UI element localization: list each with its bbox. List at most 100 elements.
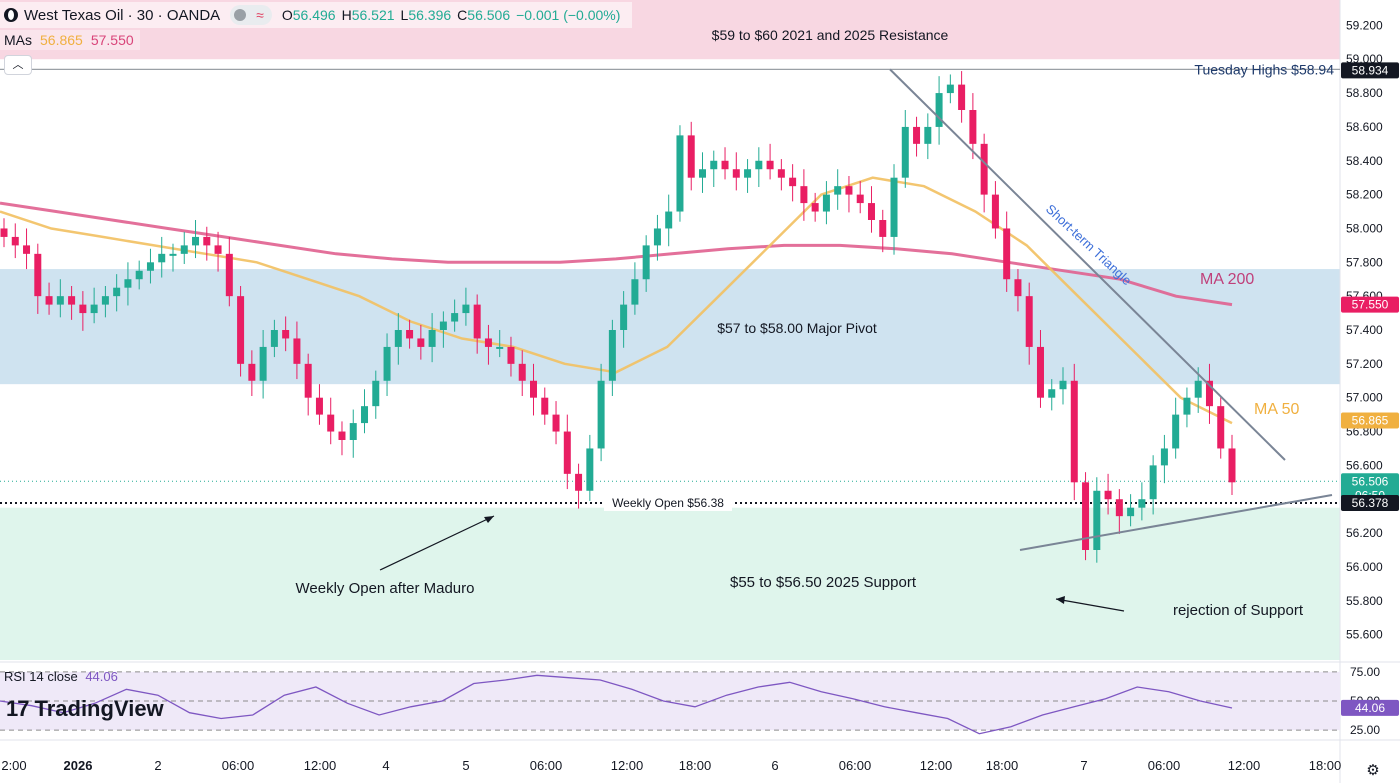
candle-body <box>327 414 335 432</box>
candle <box>417 324 425 360</box>
oanda-logo-icon <box>4 8 18 22</box>
time-tick-label: 4 <box>382 758 389 773</box>
collapse-button[interactable]: ︿ <box>4 55 32 75</box>
candle <box>23 228 31 270</box>
price-tick-label: 55.800 <box>1346 594 1383 608</box>
time-tick-label: 7 <box>1080 758 1087 773</box>
candle-body <box>890 177 898 237</box>
candle <box>552 401 560 445</box>
time-tick-label: 18:00 <box>986 758 1019 773</box>
time-tick-label: 18:00 <box>679 758 712 773</box>
price-tag-bg-2 <box>1341 412 1399 429</box>
candle-body <box>135 270 143 280</box>
candle <box>383 333 391 396</box>
price-tag-bg-0 <box>1341 62 1399 79</box>
symbol-title[interactable]: West Texas Oil · 30 · OANDA <box>24 6 221 24</box>
candle-body <box>1138 499 1146 508</box>
candle <box>315 384 323 425</box>
candle-body <box>1205 380 1213 407</box>
low-label: L <box>400 7 409 23</box>
candle <box>1127 494 1135 527</box>
candle-body <box>293 338 301 364</box>
candle <box>1003 211 1011 292</box>
candle <box>1160 434 1168 484</box>
candle-body <box>1048 389 1056 398</box>
gear-icon[interactable]: ⚙ <box>1366 762 1380 779</box>
rsi-value: 44.06 <box>85 669 118 684</box>
candle <box>789 164 797 202</box>
candle <box>946 74 954 104</box>
candle-body <box>315 397 323 415</box>
candle-body <box>146 262 154 271</box>
candle-body <box>563 431 571 474</box>
time-tick-label: 12:00 <box>304 758 337 773</box>
price-tick-label: 58.800 <box>1346 86 1383 100</box>
candle <box>890 164 898 255</box>
candle <box>0 218 8 248</box>
candle-body <box>270 330 278 347</box>
candle-body <box>597 380 605 449</box>
candle-body <box>642 245 650 280</box>
time-tick-label: 12:00 <box>611 758 644 773</box>
mas-legend[interactable]: MAs 56.865 57.550 <box>0 30 140 50</box>
candle <box>1036 330 1044 408</box>
price-tag-bg-4 <box>1341 494 1399 511</box>
candle <box>192 220 200 259</box>
candle <box>721 147 729 180</box>
ma50-value: 56.865 <box>40 32 83 48</box>
mas-label: MAs <box>4 32 32 48</box>
open-label: O <box>281 7 293 23</box>
candle-body <box>766 160 774 170</box>
candle-body <box>45 296 53 305</box>
candle-body <box>518 363 526 381</box>
time-tick-label: 2026 <box>64 758 93 773</box>
candle <box>270 319 278 358</box>
high-label: H <box>341 7 352 23</box>
candle <box>1183 387 1191 428</box>
candle-body <box>394 330 402 347</box>
candle <box>101 286 109 318</box>
candle <box>1082 472 1090 561</box>
candle <box>282 316 290 352</box>
candle <box>293 321 301 380</box>
candle <box>653 214 661 261</box>
candle <box>327 397 335 445</box>
candle-body <box>11 236 19 246</box>
candle <box>304 353 312 416</box>
candlesticks <box>0 71 1236 563</box>
high-value: 56.521 <box>351 7 395 23</box>
candle <box>980 133 988 213</box>
candle <box>451 299 459 332</box>
candle <box>777 159 785 191</box>
candle-body <box>361 406 369 424</box>
candle-body <box>1194 380 1202 398</box>
candle-body <box>124 279 132 288</box>
zone-2 <box>0 507 1340 660</box>
candle-body <box>428 330 436 347</box>
candle <box>1048 379 1056 411</box>
time-tick-label: 12:00 <box>920 758 953 773</box>
candle-body <box>113 287 121 297</box>
candle <box>620 291 628 348</box>
time-tick-label: 06:00 <box>530 758 563 773</box>
time-tick-label: 06:00 <box>839 758 872 773</box>
candle-body <box>1104 490 1112 500</box>
candle <box>79 291 87 331</box>
rsi-legend[interactable]: RSI 14 close 44.06 <box>4 669 118 684</box>
candle-body <box>1160 448 1168 466</box>
price-tag-4: 56.378 <box>1352 496 1389 510</box>
candle <box>935 76 943 145</box>
ma200-label: MA 200 <box>1200 271 1254 288</box>
price-tick-label: 57.400 <box>1346 323 1383 337</box>
candle-body <box>1127 507 1135 517</box>
price-tick-label: 58.400 <box>1346 154 1383 168</box>
time-tick-label: 06:00 <box>1148 758 1181 773</box>
candle-body <box>800 186 808 204</box>
candle <box>631 262 639 315</box>
time-tick-label: 6 <box>771 758 778 773</box>
legend-pill[interactable]: ≈ <box>230 5 272 25</box>
tradingview-logo[interactable]: 17 TradingView <box>6 696 164 722</box>
candle <box>563 414 571 490</box>
candle-body <box>1025 296 1033 347</box>
